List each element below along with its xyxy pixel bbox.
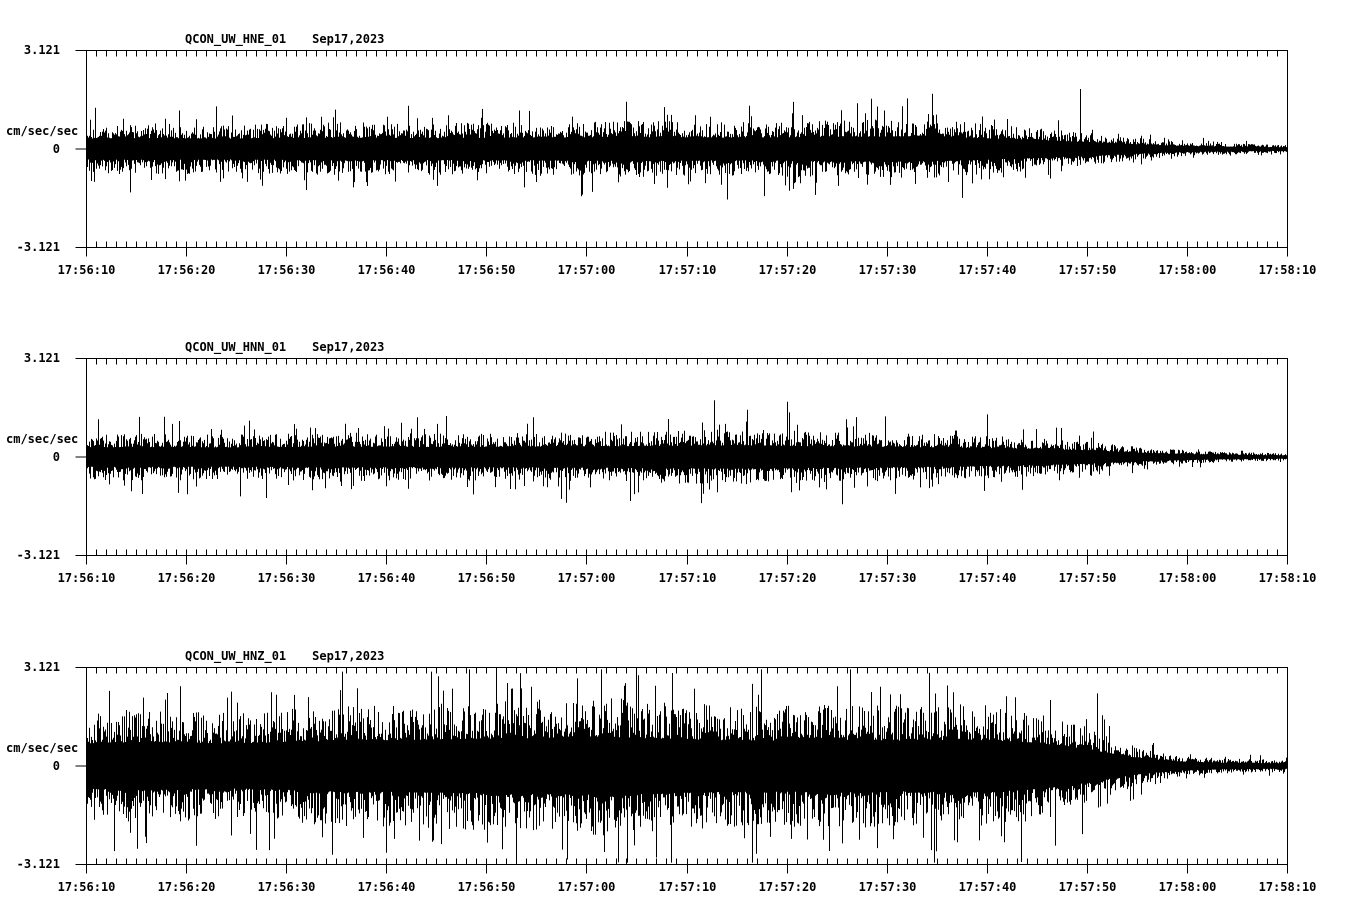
y-tick-label-min: -3.121 bbox=[16, 857, 60, 871]
seismogram-panel-hnz: QCON_UW_HNZ_01 Sep17,2023 3.121 cm/sec/se… bbox=[0, 617, 1358, 924]
y-tick-label-min: -3.121 bbox=[16, 240, 60, 254]
seismogram-panel-hne: QCON_UW_HNE_01 Sep17,2023 3.121 cm/sec/se… bbox=[0, 0, 1358, 308]
trace-date-label: Sep17,2023 bbox=[312, 340, 385, 354]
trace-station-label: QCON_UW_HNZ_01 bbox=[185, 649, 287, 663]
y-axis-unit-label: cm/sec/sec bbox=[6, 432, 79, 446]
y-tick-label-zero: 0 bbox=[52, 450, 60, 464]
trace-station-label: QCON_UW_HNE_01 bbox=[185, 32, 287, 46]
trace-date-label: Sep17,2023 bbox=[312, 649, 385, 663]
y-axis-unit-label: cm/sec/sec bbox=[6, 741, 79, 755]
y-tick-label-zero: 0 bbox=[52, 759, 60, 773]
seismogram-panel-hnn: QCON_UW_HNN_01 Sep17,2023 3.121 cm/sec/se… bbox=[0, 308, 1358, 616]
waveform-plot bbox=[75, 50, 1288, 257]
y-tick-label-min: -3.121 bbox=[16, 548, 60, 562]
panel-title: QCON_UW_HNN_01 Sep17,2023 bbox=[185, 340, 384, 354]
y-tick-label-max: 3.121 bbox=[23, 660, 60, 674]
y-tick-label-max: 3.121 bbox=[23, 351, 60, 365]
panel-title: QCON_UW_HNZ_01 Sep17,2023 bbox=[185, 649, 384, 663]
y-tick-label-max: 3.121 bbox=[23, 43, 60, 57]
waveform-plot bbox=[75, 667, 1288, 874]
y-tick-label-zero: 0 bbox=[52, 142, 60, 156]
y-axis-unit-label: cm/sec/sec bbox=[6, 124, 79, 138]
panel-title: QCON_UW_HNE_01 Sep17,2023 bbox=[185, 32, 384, 46]
waveform-plot bbox=[75, 358, 1288, 565]
trace-station-label: QCON_UW_HNN_01 bbox=[185, 340, 287, 354]
trace-date-label: Sep17,2023 bbox=[312, 32, 385, 46]
